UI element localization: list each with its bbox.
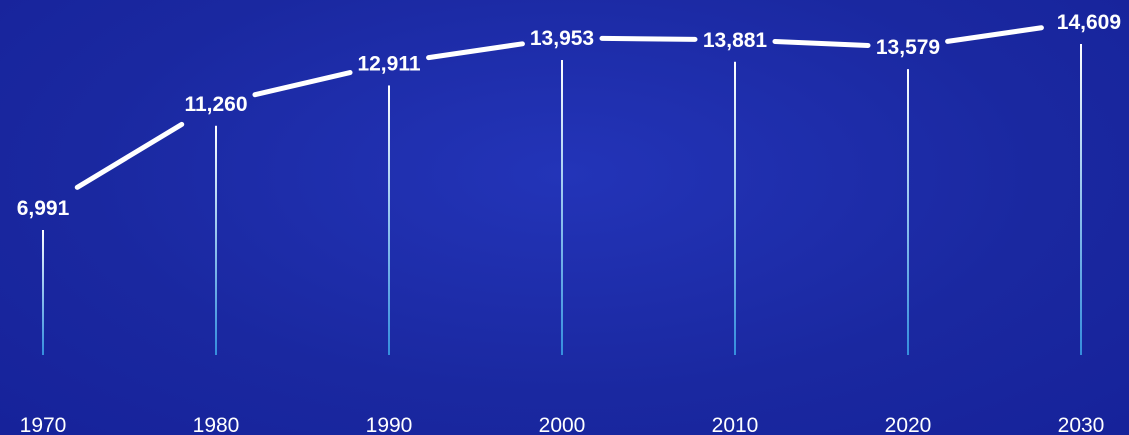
x-tick-label: 2010 bbox=[712, 414, 759, 435]
series-line-segment bbox=[74, 121, 185, 190]
data-label: 13,579 bbox=[876, 36, 940, 59]
drop-lines bbox=[42, 44, 1082, 356]
series-line-segments bbox=[74, 25, 1044, 190]
data-labels: 6,991 11,260 12,911 13,953 13,881 13,579 14,60… bbox=[17, 11, 1121, 220]
x-tick-label: 1970 bbox=[20, 414, 67, 435]
data-label: 13,953 bbox=[530, 27, 594, 50]
data-label: 13,881 bbox=[703, 29, 768, 52]
drop-line bbox=[42, 230, 44, 355]
x-tick-label: 2030 bbox=[1058, 414, 1105, 435]
drop-line bbox=[215, 125, 217, 355]
drop-line bbox=[561, 60, 563, 355]
data-label: 12,911 bbox=[357, 52, 420, 75]
series-line-segment bbox=[599, 35, 698, 42]
drop-line bbox=[1080, 44, 1082, 355]
series-line-segment bbox=[252, 70, 353, 98]
data-label: 6,991 bbox=[17, 197, 70, 220]
x-tick-label: 1990 bbox=[366, 414, 413, 435]
data-label: 14,609 bbox=[1057, 11, 1121, 34]
series-line-segment bbox=[945, 25, 1044, 44]
drop-line bbox=[388, 85, 390, 355]
drop-line bbox=[907, 69, 909, 356]
x-axis-ticks: 1970 1980 1990 2000 2010 2020 2030 bbox=[20, 414, 1105, 435]
x-tick-label: 2020 bbox=[885, 414, 932, 435]
drop-line bbox=[734, 61, 736, 355]
x-tick-label: 1980 bbox=[193, 414, 240, 435]
x-tick-label: 2000 bbox=[539, 414, 586, 435]
series-line-segment bbox=[772, 38, 871, 48]
series-line-segment bbox=[426, 41, 525, 61]
data-label: 11,260 bbox=[184, 93, 247, 116]
